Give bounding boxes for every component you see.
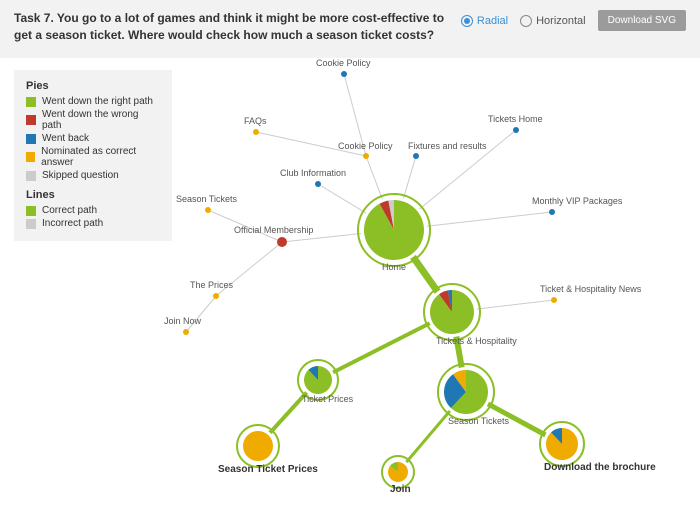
node[interactable]: Fixtures and results (408, 141, 487, 159)
node[interactable]: Download the brochure (540, 422, 656, 473)
node-label: Monthly VIP Packages (532, 196, 623, 206)
node-label: Official Membership (234, 225, 313, 235)
radio-radial-label: Radial (477, 15, 508, 27)
node-label: FAQs (244, 116, 267, 126)
node[interactable]: Official Membership (234, 225, 313, 247)
node-label: Club Information (280, 168, 346, 178)
edge (186, 296, 216, 332)
node-label: Season Ticket Prices (218, 464, 318, 475)
download-svg-button[interactable]: Download SVG (598, 10, 686, 31)
node-label: Ticket Prices (302, 394, 354, 404)
node[interactable]: Join Now (164, 316, 202, 335)
node[interactable]: Cookie Policy (316, 58, 371, 77)
node[interactable]: Season Tickets (176, 194, 238, 213)
radio-horizontal[interactable]: Horizontal (520, 15, 586, 27)
view-controls: Radial Horizontal Download SVG (461, 10, 686, 31)
node-label: Fixtures and results (408, 141, 487, 151)
node[interactable]: The Prices (190, 280, 234, 299)
radio-dot-icon (520, 15, 532, 27)
header-bar: Task 7. You go to a lot of games and thi… (0, 0, 700, 58)
node-label: Tickets & Hospitality (436, 336, 517, 346)
node[interactable]: Tickets Home (488, 114, 543, 133)
node-label: Join Now (164, 316, 202, 326)
node-label: Download the brochure (544, 462, 656, 473)
node[interactable]: Tickets & Hospitality (424, 284, 517, 346)
node[interactable]: Season Ticket Prices (218, 425, 318, 475)
node-label: Tickets Home (488, 114, 543, 124)
radio-radial[interactable]: Radial (461, 15, 508, 27)
node-label: Join (390, 484, 411, 495)
node[interactable]: Club Information (280, 168, 346, 187)
radio-horizontal-label: Horizontal (536, 15, 586, 27)
node-label: Season Tickets (176, 194, 238, 204)
node[interactable]: FAQs (244, 116, 267, 135)
node-label: Cookie Policy (338, 141, 393, 151)
node[interactable]: Monthly VIP Packages (532, 196, 623, 215)
node[interactable]: Cookie Policy (338, 141, 393, 159)
radio-dot-icon (461, 15, 473, 27)
node-label: Ticket & Hospitality News (540, 284, 642, 294)
tree-diagram: Home Tickets & Hospitality Season Tickets T… (0, 52, 700, 509)
node[interactable]: Season Tickets (438, 364, 510, 426)
node-label: Home (382, 262, 406, 272)
node-label: Cookie Policy (316, 58, 371, 68)
node-label: The Prices (190, 280, 234, 290)
node-label: Season Tickets (448, 416, 510, 426)
node[interactable]: Ticket & Hospitality News (540, 284, 642, 303)
task-title: Task 7. You go to a lot of games and thi… (14, 10, 451, 44)
node[interactable]: Join (382, 456, 414, 495)
